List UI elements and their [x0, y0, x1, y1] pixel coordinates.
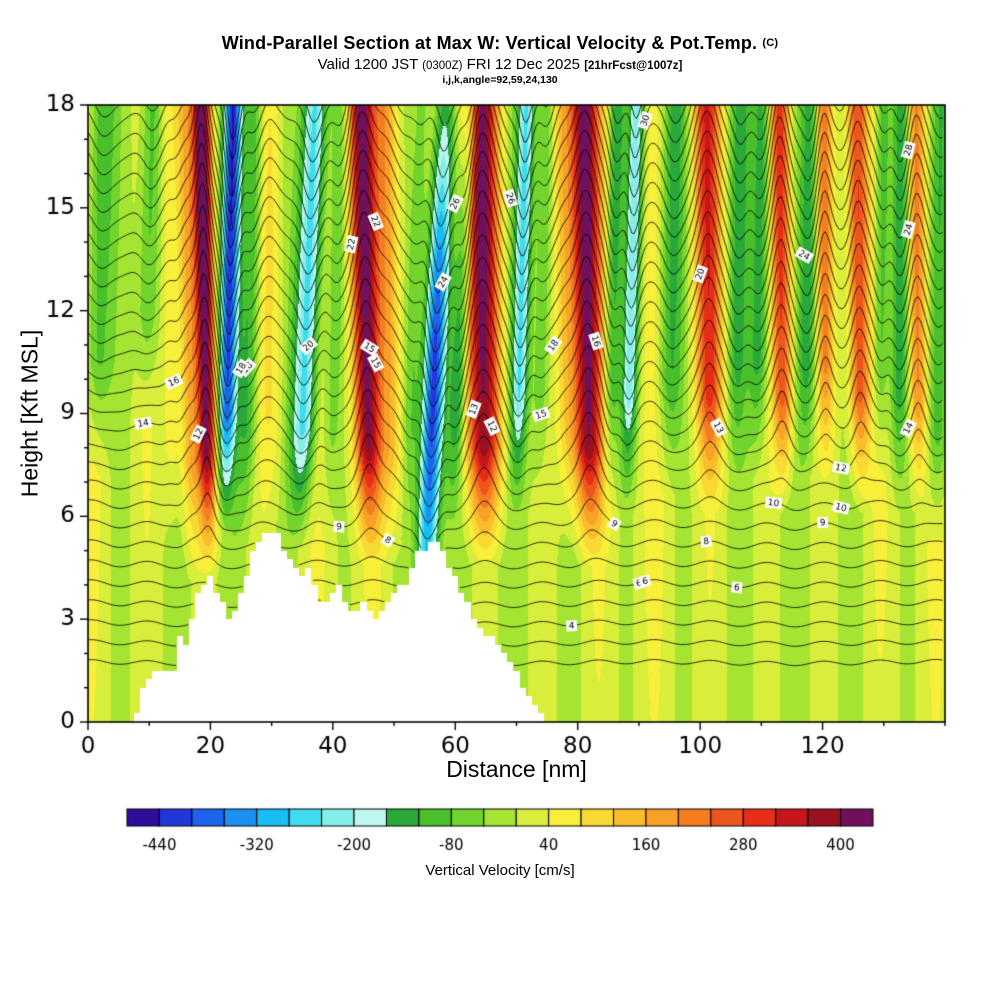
colorbar-canvas	[0, 803, 1000, 863]
title-block: Wind-Parallel Section at Max W: Vertical…	[0, 33, 1000, 86]
valid-prefix: Valid 1200 JST	[317, 56, 418, 73]
valid-time-line: Valid 1200 JST (0300Z) FRI 12 Dec 2025 […	[0, 56, 1000, 73]
colorbar-title: Vertical Velocity [cm/s]	[425, 862, 575, 879]
chart-title: Wind-Parallel Section at Max W: Vertical…	[0, 33, 1000, 54]
chart-title-text: Wind-Parallel Section at Max W: Vertical…	[221, 33, 758, 53]
chart-title-unit: (C)	[762, 37, 779, 49]
cross-section-plot-canvas	[0, 0, 1000, 770]
y-axis-title: Height [Kft MSL]	[16, 329, 43, 498]
valid-date: FRI 12 Dec 2025	[466, 56, 581, 73]
grid-index-line: i,j,k,angle=92,59,24,130	[442, 74, 558, 86]
valid-zulu: (0300Z)	[422, 60, 463, 72]
forecast-tag: [21hrFcst@1007z]	[584, 60, 683, 72]
x-axis-title: Distance [nm]	[446, 756, 587, 782]
